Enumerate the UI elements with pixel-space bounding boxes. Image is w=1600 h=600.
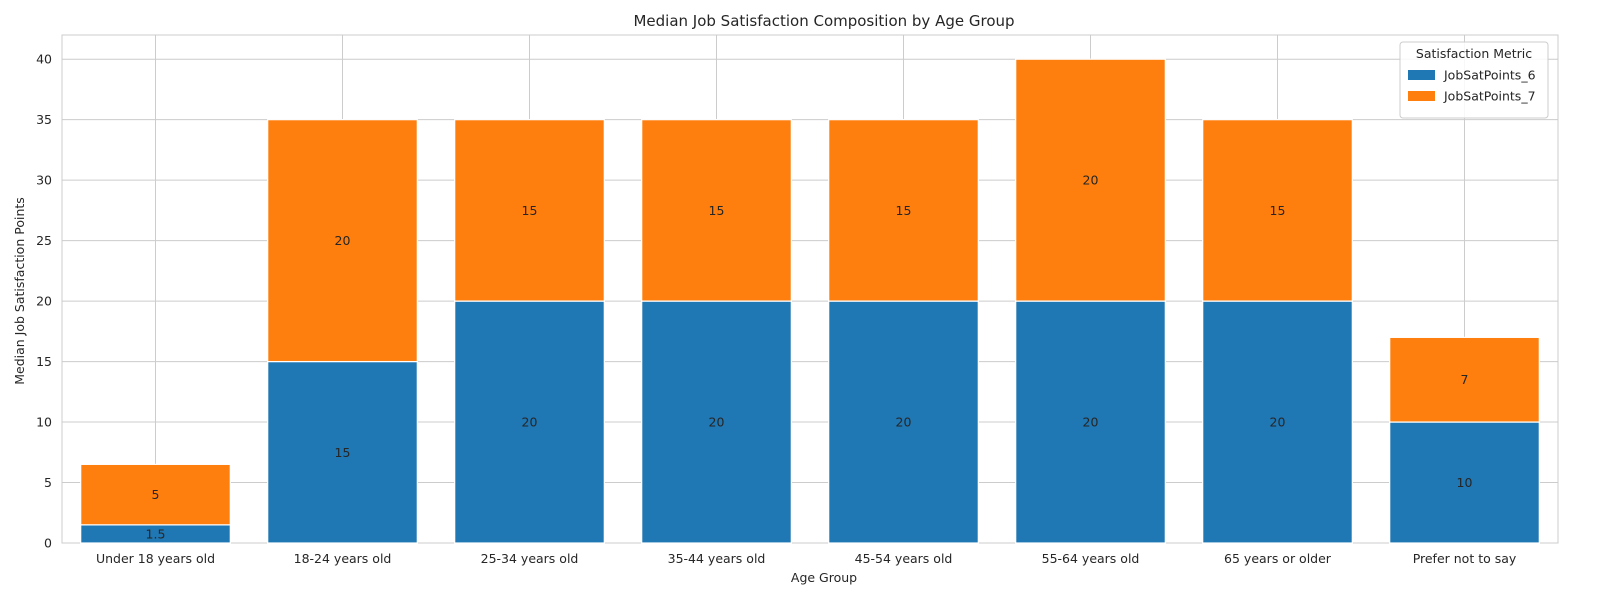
bar-value-label: 20 (335, 233, 351, 248)
bar-segment-JobSatPoints_6 (267, 360, 418, 544)
bar-segment-JobSatPoints_6 (1389, 421, 1540, 544)
bar-value-label: 15 (522, 203, 538, 218)
legend-label-JobSatPoints_6: JobSatPoints_6 (1443, 68, 1536, 83)
bar-segment-JobSatPoints_6 (1202, 300, 1353, 544)
bar-value-label: 20 (709, 415, 725, 430)
bar-value-label: 7 (1461, 372, 1469, 387)
bar-segment-JobSatPoints_6 (454, 300, 605, 544)
x-tick-label: 65 years or older (1224, 551, 1332, 566)
legend-label-JobSatPoints_7: JobSatPoints_7 (1443, 89, 1536, 104)
x-tick-label: 35-44 years old (668, 551, 766, 566)
y-tick-label: 40 (36, 52, 52, 67)
x-tick-label: Under 18 years old (96, 551, 215, 566)
bar-value-label: 20 (1083, 415, 1099, 430)
bar-segment-JobSatPoints_7 (454, 119, 605, 302)
bar-value-label: 20 (1270, 415, 1286, 430)
bar-segment-JobSatPoints_7 (80, 463, 231, 526)
bar-value-label: 15 (896, 203, 912, 218)
axis-ticks: 0 5 10 15 20 25 30 35 40 Under 18 years old 18-24 … (36, 52, 1517, 566)
bar-value-label: 20 (1083, 173, 1099, 188)
bar-value-label: 15 (335, 445, 351, 460)
y-tick-label: 10 (36, 415, 52, 430)
bar-segment-JobSatPoints_7 (1389, 336, 1540, 423)
bar-value-label: 10 (1457, 475, 1473, 490)
y-tick-label: 25 (36, 233, 52, 248)
bar-segment-JobSatPoints_7 (1015, 58, 1166, 302)
bar-value-label: 20 (522, 415, 538, 430)
x-tick-label: 55-64 years old (1042, 551, 1140, 566)
y-tick-label: 35 (36, 112, 52, 127)
y-tick-label: 20 (36, 294, 52, 309)
bar-segment-JobSatPoints_7 (1202, 119, 1353, 302)
bar-value-label: 1.5 (146, 526, 166, 541)
legend: Satisfaction Metric JobSatPoints_6 JobSatP… (1399, 41, 1549, 119)
legend-swatch-JobSatPoints_7 (1408, 91, 1435, 101)
bar-value-label: 20 (896, 415, 912, 430)
bar-segment-JobSatPoints_6 (641, 300, 792, 544)
bar-value-label: 5 (152, 487, 160, 502)
y-tick-label: 30 (36, 173, 52, 188)
x-tick-label: 18-24 years old (294, 551, 392, 566)
chart-title: Median Job Satisfaction Composition by A… (633, 12, 1014, 30)
x-tick-label: 45-54 years old (855, 551, 953, 566)
bar-value-label: 15 (1270, 203, 1286, 218)
y-tick-label: 15 (36, 354, 52, 369)
bar-segment-JobSatPoints_7 (828, 119, 979, 302)
bar-labels: 1.5 15 20 20 20 20 20 10 5 20 15 15 15 20 15 7 (146, 173, 1473, 542)
bar-segment-JobSatPoints_6 (828, 300, 979, 544)
x-tick-label: Prefer not to say (1413, 551, 1517, 566)
y-tick-label: 0 (44, 536, 52, 551)
legend-box (1399, 41, 1549, 119)
x-tick-label: 25-34 years old (481, 551, 579, 566)
bars (80, 58, 1540, 544)
bar-segment-JobSatPoints_7 (641, 119, 792, 302)
legend-swatch-JobSatPoints_6 (1408, 70, 1435, 80)
bar-segment-JobSatPoints_7 (267, 119, 418, 363)
bar-value-label: 15 (709, 203, 725, 218)
legend-title: Satisfaction Metric (1416, 46, 1532, 61)
bar-segment-JobSatPoints_6 (1015, 300, 1166, 544)
y-axis-title: Median Job Satisfaction Points (12, 197, 27, 385)
y-tick-label: 5 (44, 475, 52, 490)
x-axis-title: Age Group (791, 570, 857, 585)
